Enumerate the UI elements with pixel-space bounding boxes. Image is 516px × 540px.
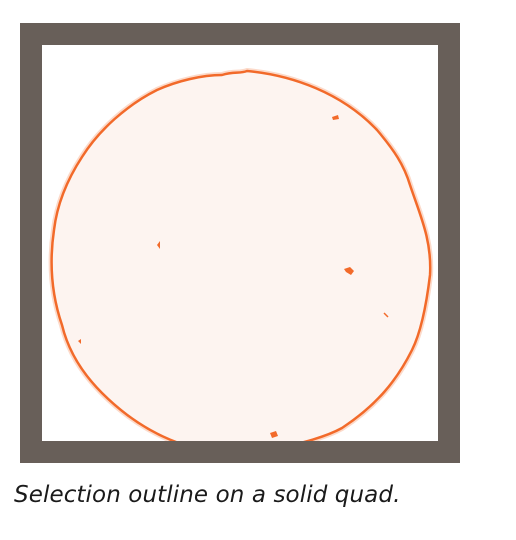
- selection-fragment: [344, 267, 354, 275]
- selection-outline: [50, 69, 432, 441]
- selection-fragment: [383, 312, 389, 318]
- selection-fragment: [78, 339, 81, 344]
- selection-fragment: [270, 431, 278, 438]
- selection-fragment: [157, 241, 160, 249]
- viewport-frame: [20, 23, 460, 463]
- render-viewport[interactable]: [42, 45, 438, 441]
- figure-caption: Selection outline on a solid quad.: [14, 482, 401, 508]
- selection-canvas: [48, 67, 434, 441]
- selection-fragment: [332, 115, 339, 120]
